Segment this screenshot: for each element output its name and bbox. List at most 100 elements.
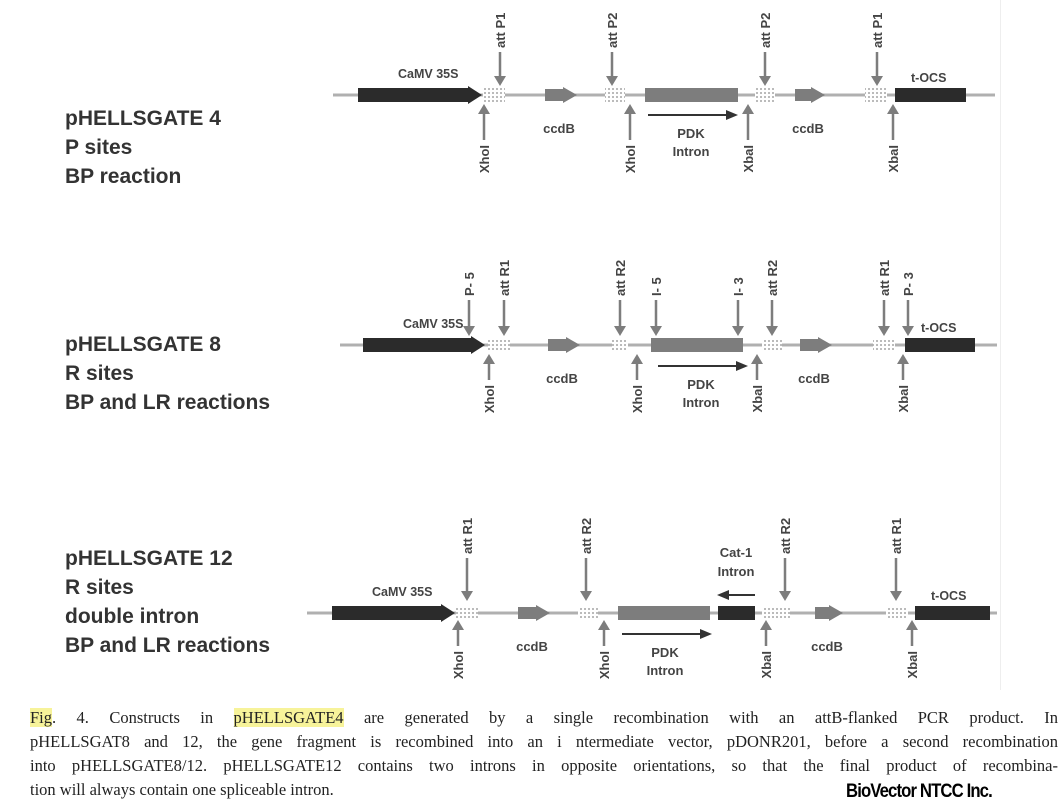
construct3-intron-label: Intron: [647, 663, 684, 678]
construct1-att-site-box: [605, 88, 625, 102]
construct2-top-site-arrow-head: [614, 326, 626, 336]
construct1-top-site-arrow-head: [759, 76, 771, 86]
construct-name: pHELLSGATE 12: [65, 547, 233, 570]
construct3-att-site-box: [456, 606, 478, 620]
construct1-restriction-site-label: XhoI: [623, 145, 638, 173]
construct2-restriction-site-label: XhoI: [482, 385, 497, 413]
construct2-ccdb-arrow: [800, 337, 832, 353]
construct3-att-site-box: [762, 606, 790, 620]
construct2-terminator-label: t-OCS: [921, 321, 956, 335]
construct1-restriction-site-arrow-head: [478, 104, 490, 114]
construct-diagram: CaMV 35S t-OCS ccdB ccdB PDK Intron att P1 att …: [307, 13, 997, 679]
construct3-restriction-site-arrow-head: [906, 620, 918, 630]
construct2-top-site-arrow-head: [766, 326, 778, 336]
construct1-terminator: [895, 88, 966, 102]
construct1-att-site-box: [483, 88, 505, 102]
construct2-top-site-label: att R1: [877, 260, 892, 296]
construct-label-hellsgate12: pHELLSGATE 12 R sites double intron BP a…: [65, 544, 270, 660]
construct3-restriction-site-arrow-head: [598, 620, 610, 630]
construct3-restriction-site-arrow-head: [452, 620, 464, 630]
construct1-intron-label: PDK: [677, 126, 705, 141]
figure-caption: Fig. 4. Constructs in pHELLSGATE4 are ge…: [30, 706, 1058, 802]
construct-reaction: BP and LR reactions: [65, 391, 270, 414]
construct1-camv35s-promoter: [358, 86, 482, 104]
caption-line: pHELLSGAT8 and 12, the gene fragment is …: [30, 732, 1058, 751]
construct1-restriction-site-label: XhoI: [477, 145, 492, 173]
page-edge: [1000, 0, 1001, 690]
construct1-att-site-box: [755, 88, 775, 102]
construct3-ccdb-arrow: [518, 605, 550, 621]
construct3-cat1-label: Intron: [718, 564, 755, 579]
construct3-cat1-orientation-arrow-head: [717, 590, 729, 600]
construct1-top-site-label: att P2: [758, 13, 773, 48]
construct3-ccdb-arrow: [815, 605, 843, 621]
construct-label-hellsgate8: pHELLSGATE 8 R sites BP and LR reactions: [65, 330, 270, 417]
construct1-top-site-label: att P1: [493, 13, 508, 48]
construct3-top-site-arrow-head: [779, 591, 791, 601]
construct2-top-site-arrow-head: [732, 326, 744, 336]
construct2-top-site-arrow-head: [902, 326, 914, 336]
construct1-ccdb-arrow: [795, 87, 825, 103]
construct1-ccdb-label: ccdB: [792, 121, 824, 136]
construct2-pdk-intron: [651, 338, 743, 352]
construct2-intron-label: Intron: [683, 395, 720, 410]
construct3-terminator-label: t-OCS: [931, 589, 966, 603]
construct1-terminator-label: t-OCS: [911, 71, 946, 85]
construct2-top-site-arrow-head: [878, 326, 890, 336]
construct2-top-site-arrow-head: [498, 326, 510, 336]
construct3-cat1-label: Cat-1: [720, 545, 753, 560]
construct2-att-site-box: [762, 338, 782, 352]
construct3-restriction-site-label: XhoI: [451, 651, 466, 679]
construct1-restriction-site-label: XbaI: [741, 145, 756, 172]
construct3-top-site-arrow-head: [890, 591, 902, 601]
caption-fig-highlight: Fig: [30, 708, 53, 727]
construct3-promoter-label: CaMV 35S: [372, 585, 432, 599]
construct3-camv35s-promoter: [332, 604, 455, 622]
construct-reaction: BP reaction: [65, 165, 182, 188]
construct2-top-site-arrow-head: [650, 326, 662, 336]
construct2-ccdb-label: ccdB: [798, 371, 830, 386]
construct3-intron-label: PDK: [651, 645, 679, 660]
construct2-ccdb-arrow: [548, 337, 580, 353]
construct2-top-site-arrow-head: [463, 326, 475, 336]
construct3-terminator: [915, 606, 990, 620]
construct1-att-site-box: [865, 88, 887, 102]
construct1-top-site-arrow-head: [494, 76, 506, 86]
construct3-restriction-site-label: XbaI: [759, 651, 774, 678]
construct-name: pHELLSGATE 4: [65, 107, 221, 130]
construct-sites: P sites: [65, 136, 133, 159]
construct1-promoter-label: CaMV 35S: [398, 67, 458, 81]
construct1-restriction-site-arrow-head: [624, 104, 636, 114]
construct2-restriction-site-label: XbaI: [896, 385, 911, 412]
construct2-intron-label: PDK: [687, 377, 715, 392]
construct-note: double intron: [65, 605, 200, 628]
construct1-ccdb-label: ccdB: [543, 121, 575, 136]
construct1-intron-label: Intron: [673, 144, 710, 159]
construct3-top-site-label: att R2: [579, 518, 594, 554]
caption-line: into pHELLSGATE8/12. pHELLSGATE12 contai…: [30, 756, 1058, 775]
construct-name: pHELLSGATE 8: [65, 333, 221, 356]
construct2-restriction-site-arrow-head: [483, 354, 495, 364]
construct-sites: R sites: [65, 576, 134, 599]
construct2-top-site-label: att R2: [613, 260, 628, 296]
construct2-att-site-box: [873, 338, 895, 352]
construct1-top-site-label: att P1: [870, 13, 885, 48]
construct3-top-site-label: att R2: [778, 518, 793, 554]
construct1-restriction-site-arrow-head: [887, 104, 899, 114]
construct3-pdk-orientation-arrow-head: [700, 629, 712, 639]
construct1-restriction-site-arrow-head: [742, 104, 754, 114]
construct1-pdk-orientation-arrow-head: [726, 110, 738, 120]
construct3-top-site-arrow-head: [461, 591, 473, 601]
caption-line: tion will always contain one spliceable …: [30, 780, 334, 799]
caption-text: . 4. Constructs in: [52, 708, 234, 727]
construct-label-hellsgate4: pHELLSGATE 4 P sites BP reaction: [65, 104, 221, 191]
construct2-restriction-site-arrow-head: [897, 354, 909, 364]
construct1-top-site-label: att P2: [605, 13, 620, 48]
construct2-restriction-site-label: XhoI: [630, 385, 645, 413]
construct1-restriction-site-label: XbaI: [886, 145, 901, 172]
construct1-top-site-arrow-head: [871, 76, 883, 86]
construct2-att-site-box: [612, 338, 628, 352]
construct2-top-site-label: I- 3: [731, 277, 746, 296]
construct3-cat1-intron: [718, 606, 755, 620]
construct3-top-site-label: att R1: [460, 518, 475, 554]
